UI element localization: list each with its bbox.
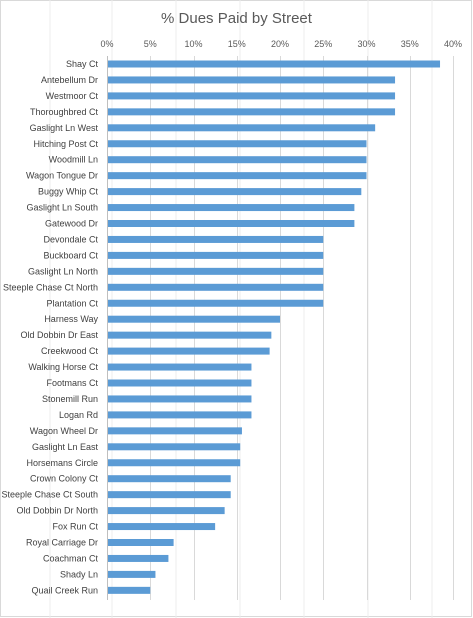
category-label: Gaslight Ln North — [28, 266, 98, 276]
bar — [108, 475, 231, 483]
category-label: Horsemans Circle — [26, 458, 98, 468]
x-tick-label: 0% — [100, 39, 113, 49]
category-label: Woodmill Ln — [49, 155, 98, 165]
bar — [108, 235, 324, 243]
x-tick-label: 40% — [444, 39, 462, 49]
bar — [108, 507, 225, 515]
category-label: Gaslight Ln East — [32, 442, 99, 452]
category-label: Gatewood Dr — [45, 219, 98, 229]
y-axis-labels: Shay Ct Antebellum Dr Westmoor Ct Thoroughb… — [1, 59, 98, 595]
bar — [108, 459, 241, 467]
x-tick-label: 35% — [401, 39, 419, 49]
bar — [108, 427, 242, 435]
category-label: Crown Colony Ct — [30, 474, 99, 484]
x-tick-label: 20% — [271, 39, 289, 49]
category-label: Shady Ln — [60, 569, 98, 579]
bar — [108, 124, 376, 132]
category-label: Thoroughbred Ct — [30, 107, 99, 117]
category-label: Walking Horse Ct — [28, 362, 98, 372]
category-label: Logan Rd — [59, 410, 98, 420]
category-label: Gaslight Ln West — [30, 123, 99, 133]
bar — [108, 220, 355, 227]
bar — [108, 299, 324, 307]
category-label: Harness Way — [44, 314, 98, 324]
bar — [108, 539, 174, 546]
category-label: Quail Creek Run — [31, 585, 98, 595]
bar — [108, 204, 355, 212]
category-label: Antebellum Dr — [41, 75, 98, 85]
bar — [108, 267, 324, 275]
bar — [108, 283, 324, 291]
bar — [108, 363, 252, 371]
x-axis-ticks: 0% 5% 10% 15% 20% 25% 30% 35% 40% — [100, 39, 462, 49]
bar — [108, 395, 252, 403]
bar — [108, 379, 252, 387]
gridlines — [107, 56, 454, 600]
category-label: Wagon Wheel Dr — [30, 426, 98, 436]
category-label: Steeple Chase Ct North — [3, 282, 98, 292]
category-label: Plantation Ct — [46, 298, 98, 308]
bar — [108, 523, 216, 531]
category-label: Devondale Ct — [43, 234, 98, 244]
bar — [108, 140, 367, 148]
category-label: Old Dobbin Dr North — [16, 506, 98, 516]
bar — [108, 156, 367, 164]
bar — [108, 76, 396, 84]
bar — [108, 411, 252, 419]
bar — [108, 331, 272, 339]
x-tick-label: 30% — [357, 39, 375, 49]
category-label: Royal Carriage Dr — [26, 538, 98, 548]
bar — [108, 92, 396, 100]
bar — [108, 315, 280, 323]
bar — [108, 491, 231, 499]
category-label: Wagon Tongue Dr — [26, 171, 98, 181]
bars — [108, 60, 441, 594]
bar — [108, 347, 270, 355]
bar — [108, 172, 367, 180]
category-label: Buckboard Ct — [43, 250, 98, 260]
x-tick-label: 15% — [228, 39, 246, 49]
category-label: Steeple Chase Ct South — [1, 490, 98, 500]
bar — [108, 188, 362, 196]
category-label: Westmoor Ct — [46, 91, 99, 101]
category-label: Creekwood Ct — [41, 346, 99, 356]
category-label: Gaslight Ln South — [26, 203, 98, 213]
bar — [108, 443, 241, 451]
x-tick-label: 10% — [184, 39, 202, 49]
category-label: Stonemill Run — [42, 394, 98, 404]
category-label: Fox Run Ct — [52, 522, 98, 532]
x-tick-label: 5% — [144, 39, 157, 49]
x-tick-label: 25% — [314, 39, 332, 49]
category-label: Coachman Ct — [43, 553, 99, 563]
category-label: Footmans Ct — [46, 378, 98, 388]
bar — [108, 108, 396, 116]
bar — [108, 570, 156, 578]
category-label: Old Dobbin Dr East — [20, 330, 98, 340]
bar — [108, 554, 169, 562]
bar — [108, 60, 441, 68]
bar — [108, 586, 151, 594]
category-label: Buggy Whip Ct — [38, 187, 99, 197]
bar — [108, 251, 324, 259]
chart-title: % Dues Paid by Street — [161, 10, 312, 27]
category-label: Hitching Post Ct — [33, 139, 98, 149]
category-label: Shay Ct — [66, 59, 99, 69]
